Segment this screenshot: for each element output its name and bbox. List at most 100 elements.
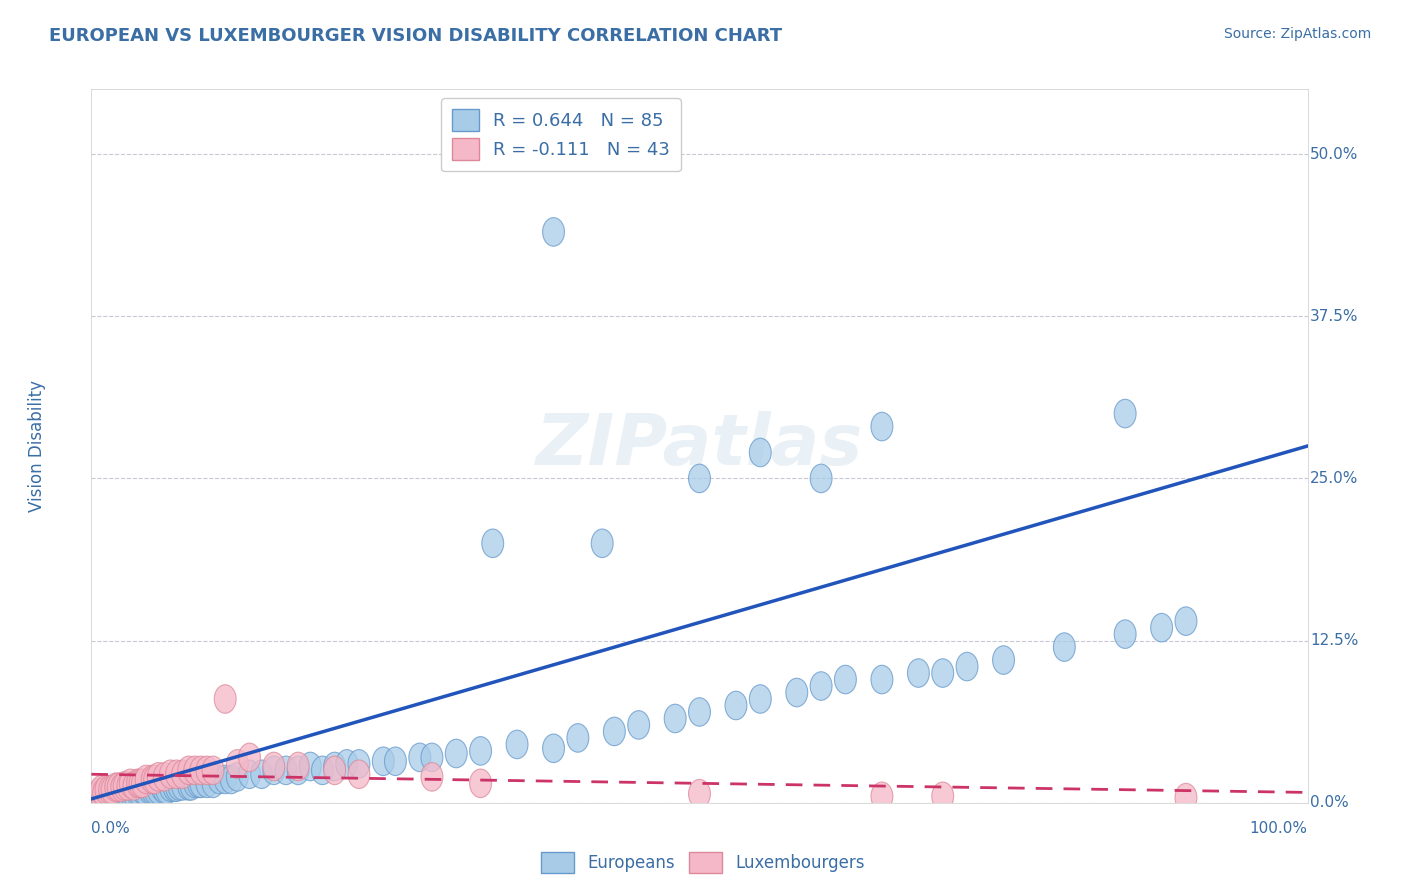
Ellipse shape	[470, 737, 492, 765]
Ellipse shape	[127, 769, 149, 797]
Ellipse shape	[156, 775, 177, 804]
Ellipse shape	[105, 782, 127, 811]
Ellipse shape	[103, 780, 124, 808]
Ellipse shape	[627, 711, 650, 739]
Ellipse shape	[239, 743, 260, 772]
Ellipse shape	[1175, 607, 1197, 635]
Ellipse shape	[276, 756, 297, 785]
Ellipse shape	[226, 763, 249, 791]
Ellipse shape	[96, 775, 117, 804]
Ellipse shape	[1114, 400, 1136, 428]
Ellipse shape	[870, 665, 893, 694]
Ellipse shape	[120, 769, 141, 797]
Ellipse shape	[187, 769, 209, 797]
Text: 0.0%: 0.0%	[91, 821, 131, 836]
Ellipse shape	[195, 756, 218, 785]
Text: 37.5%: 37.5%	[1310, 309, 1358, 324]
Ellipse shape	[263, 756, 285, 785]
Text: 100.0%: 100.0%	[1250, 821, 1308, 836]
Ellipse shape	[689, 698, 710, 726]
Ellipse shape	[349, 749, 370, 778]
Ellipse shape	[214, 765, 236, 794]
Ellipse shape	[139, 775, 160, 804]
Ellipse shape	[323, 756, 346, 785]
Text: Source: ZipAtlas.com: Source: ZipAtlas.com	[1223, 27, 1371, 41]
Ellipse shape	[543, 218, 564, 246]
Ellipse shape	[250, 760, 273, 789]
Text: Vision Disability: Vision Disability	[28, 380, 45, 512]
Ellipse shape	[135, 765, 157, 794]
Legend: Europeans, Luxembourgers: Europeans, Luxembourgers	[534, 846, 872, 880]
Ellipse shape	[993, 646, 1015, 674]
Ellipse shape	[1150, 614, 1173, 642]
Text: 50.0%: 50.0%	[1310, 146, 1358, 161]
Legend: R = 0.644   N = 85, R = -0.111   N = 43: R = 0.644 N = 85, R = -0.111 N = 43	[441, 98, 681, 171]
Ellipse shape	[956, 652, 979, 681]
Ellipse shape	[114, 772, 135, 800]
Ellipse shape	[195, 769, 218, 797]
Ellipse shape	[101, 775, 122, 804]
Ellipse shape	[810, 464, 832, 492]
Ellipse shape	[117, 780, 139, 808]
Ellipse shape	[129, 778, 150, 806]
Ellipse shape	[870, 782, 893, 811]
Ellipse shape	[689, 780, 710, 808]
Ellipse shape	[749, 438, 772, 467]
Ellipse shape	[90, 775, 112, 804]
Ellipse shape	[810, 672, 832, 700]
Ellipse shape	[312, 756, 333, 785]
Ellipse shape	[226, 749, 249, 778]
Ellipse shape	[114, 780, 136, 808]
Ellipse shape	[725, 691, 747, 720]
Ellipse shape	[932, 659, 953, 688]
Ellipse shape	[689, 464, 710, 492]
Ellipse shape	[107, 780, 129, 808]
Ellipse shape	[90, 782, 112, 811]
Ellipse shape	[93, 778, 114, 806]
Ellipse shape	[214, 685, 236, 714]
Ellipse shape	[111, 773, 132, 802]
Ellipse shape	[141, 765, 163, 794]
Ellipse shape	[482, 529, 503, 558]
Ellipse shape	[221, 765, 242, 794]
Ellipse shape	[143, 765, 166, 794]
Ellipse shape	[172, 772, 194, 800]
Ellipse shape	[166, 760, 187, 789]
Ellipse shape	[349, 760, 370, 789]
Ellipse shape	[177, 772, 200, 800]
Ellipse shape	[141, 775, 163, 804]
Ellipse shape	[506, 731, 529, 759]
Ellipse shape	[446, 739, 467, 768]
Ellipse shape	[159, 760, 181, 789]
Ellipse shape	[129, 769, 150, 797]
Ellipse shape	[384, 747, 406, 775]
Ellipse shape	[107, 773, 129, 802]
Ellipse shape	[89, 778, 111, 806]
Ellipse shape	[127, 778, 149, 806]
Ellipse shape	[184, 769, 205, 797]
Ellipse shape	[122, 780, 145, 808]
Ellipse shape	[336, 749, 357, 778]
Text: EUROPEAN VS LUXEMBOURGER VISION DISABILITY CORRELATION CHART: EUROPEAN VS LUXEMBOURGER VISION DISABILI…	[49, 27, 782, 45]
Ellipse shape	[664, 704, 686, 732]
Ellipse shape	[592, 529, 613, 558]
Ellipse shape	[190, 769, 212, 797]
Ellipse shape	[567, 723, 589, 752]
Ellipse shape	[470, 769, 492, 797]
Ellipse shape	[180, 772, 202, 800]
Ellipse shape	[239, 760, 260, 789]
Ellipse shape	[87, 782, 108, 811]
Ellipse shape	[87, 782, 108, 811]
Ellipse shape	[208, 765, 231, 794]
Ellipse shape	[603, 717, 626, 746]
Ellipse shape	[148, 763, 169, 791]
Ellipse shape	[409, 743, 430, 772]
Ellipse shape	[163, 773, 186, 802]
Ellipse shape	[98, 775, 121, 804]
Ellipse shape	[287, 756, 309, 785]
Ellipse shape	[373, 747, 394, 775]
Ellipse shape	[1053, 632, 1076, 661]
Ellipse shape	[543, 734, 564, 763]
Ellipse shape	[907, 659, 929, 688]
Ellipse shape	[98, 780, 121, 808]
